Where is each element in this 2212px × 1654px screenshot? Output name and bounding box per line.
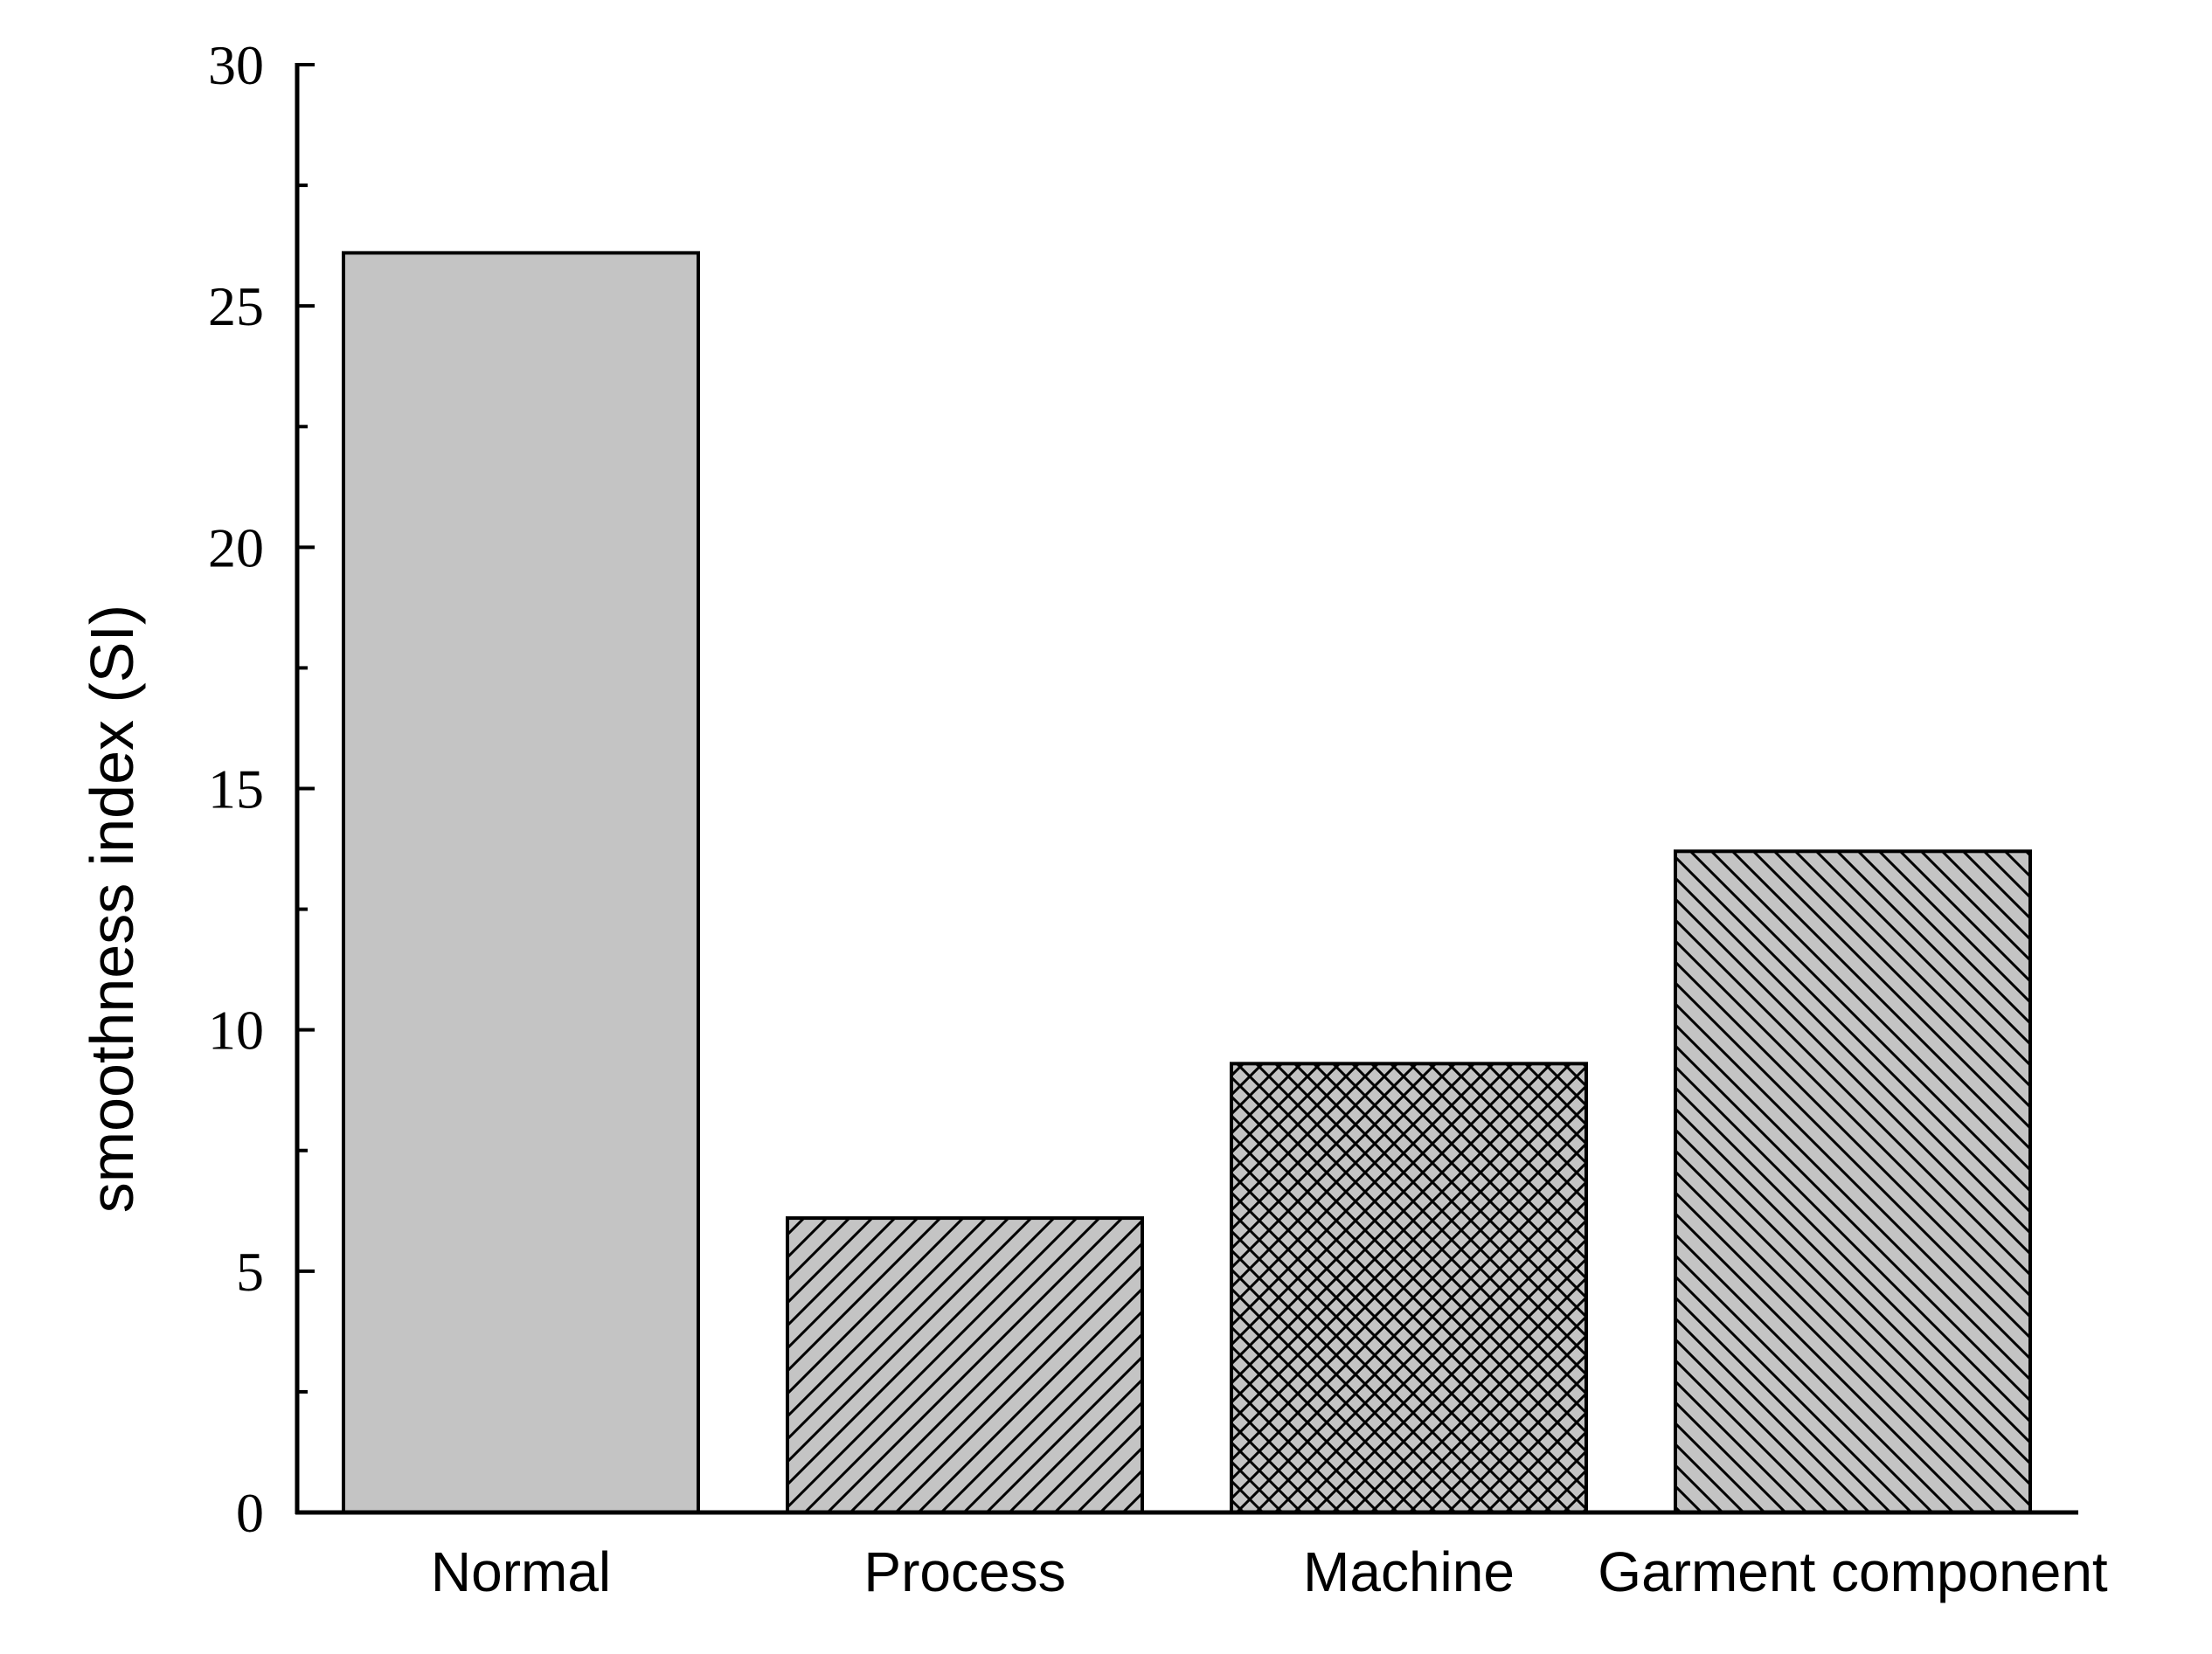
y-tick-label: 10	[208, 1000, 264, 1062]
bar-garment-component	[1674, 849, 2032, 1514]
bars-layer	[342, 251, 2032, 1514]
y-tick-label: 20	[208, 516, 264, 578]
bar-normal	[342, 251, 700, 1514]
y-tick-label: 15	[208, 758, 264, 820]
y-tick-label: 0	[236, 1482, 264, 1544]
x-category-label: Machine	[1303, 1540, 1515, 1603]
x-category-labels: Normal Process Machine Garment component	[431, 1540, 2108, 1603]
y-tick-label: 5	[236, 1241, 264, 1303]
y-ticks	[297, 63, 315, 1514]
y-tick-labels: 0 5 10 15 20 25 30	[208, 34, 264, 1544]
y-tick-label: 30	[208, 34, 264, 96]
bar-machine	[1230, 1062, 1588, 1514]
x-category-label: Normal	[431, 1540, 611, 1603]
x-category-label: Garment component	[1598, 1540, 2108, 1603]
y-tick-label: 25	[208, 275, 264, 337]
x-category-label: Process	[863, 1540, 1065, 1603]
bar-process	[786, 1216, 1144, 1514]
y-axis-title: smoothness index (SI)	[78, 605, 146, 1213]
